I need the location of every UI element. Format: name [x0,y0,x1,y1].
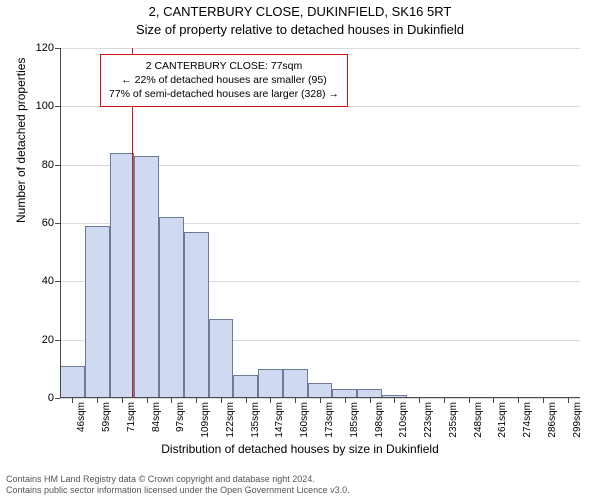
x-tick-mark [221,398,222,403]
plot-area: 02040608010012046sqm59sqm71sqm84sqm97sqm… [60,48,580,398]
x-tick-mark [469,398,470,403]
x-axis-label: Distribution of detached houses by size … [0,442,600,456]
x-tick-mark [196,398,197,403]
x-tick-mark [518,398,519,403]
x-tick-mark [568,398,569,403]
x-tick-mark [493,398,494,403]
histogram-bar [283,369,308,398]
histogram-bar [60,366,85,398]
x-tick-mark [72,398,73,403]
x-tick-mark [543,398,544,403]
annotation-line: 2 CANTERBURY CLOSE: 77sqm [109,59,339,73]
y-tick-label: 40 [14,275,54,287]
histogram-bar [233,375,258,398]
histogram-bar [184,232,209,398]
page-title-subtitle: Size of property relative to detached ho… [0,22,600,37]
x-tick-mark [394,398,395,403]
x-tick-mark [444,398,445,403]
annotation-line: ← 22% of detached houses are smaller (95… [109,73,339,87]
page-title-address: 2, CANTERBURY CLOSE, DUKINFIELD, SK16 5R… [0,4,600,19]
y-axis-label: Number of detached properties [14,58,28,223]
x-tick-mark [295,398,296,403]
y-axis-line [60,48,61,398]
y-tick-label: 20 [14,334,54,346]
footer-attribution: Contains HM Land Registry data © Crown c… [6,474,596,497]
x-tick-mark [97,398,98,403]
histogram-bar [258,369,283,398]
x-tick-mark [345,398,346,403]
x-tick-mark [419,398,420,403]
y-tick-label: 120 [14,42,54,54]
histogram-chart: 02040608010012046sqm59sqm71sqm84sqm97sqm… [60,48,580,398]
footer-line-1: Contains HM Land Registry data © Crown c… [6,474,596,485]
gridline [60,48,580,49]
histogram-bar [308,383,333,398]
x-tick-mark [122,398,123,403]
x-tick-mark [370,398,371,403]
x-tick-mark [246,398,247,403]
x-axis-line [60,397,580,398]
y-tick-label: 0 [14,392,54,404]
y-tick-mark [55,398,60,399]
annotation-line: 77% of semi-detached houses are larger (… [109,87,339,101]
x-tick-mark [320,398,321,403]
x-tick-mark [270,398,271,403]
histogram-bar [110,153,135,398]
x-tick-mark [171,398,172,403]
histogram-bar [209,319,234,398]
annotation-box: 2 CANTERBURY CLOSE: 77sqm← 22% of detach… [100,54,348,107]
footer-line-2: Contains public sector information licen… [6,485,596,496]
histogram-bar [159,217,184,398]
x-tick-mark [147,398,148,403]
histogram-bar [134,156,159,398]
histogram-bar [85,226,110,398]
